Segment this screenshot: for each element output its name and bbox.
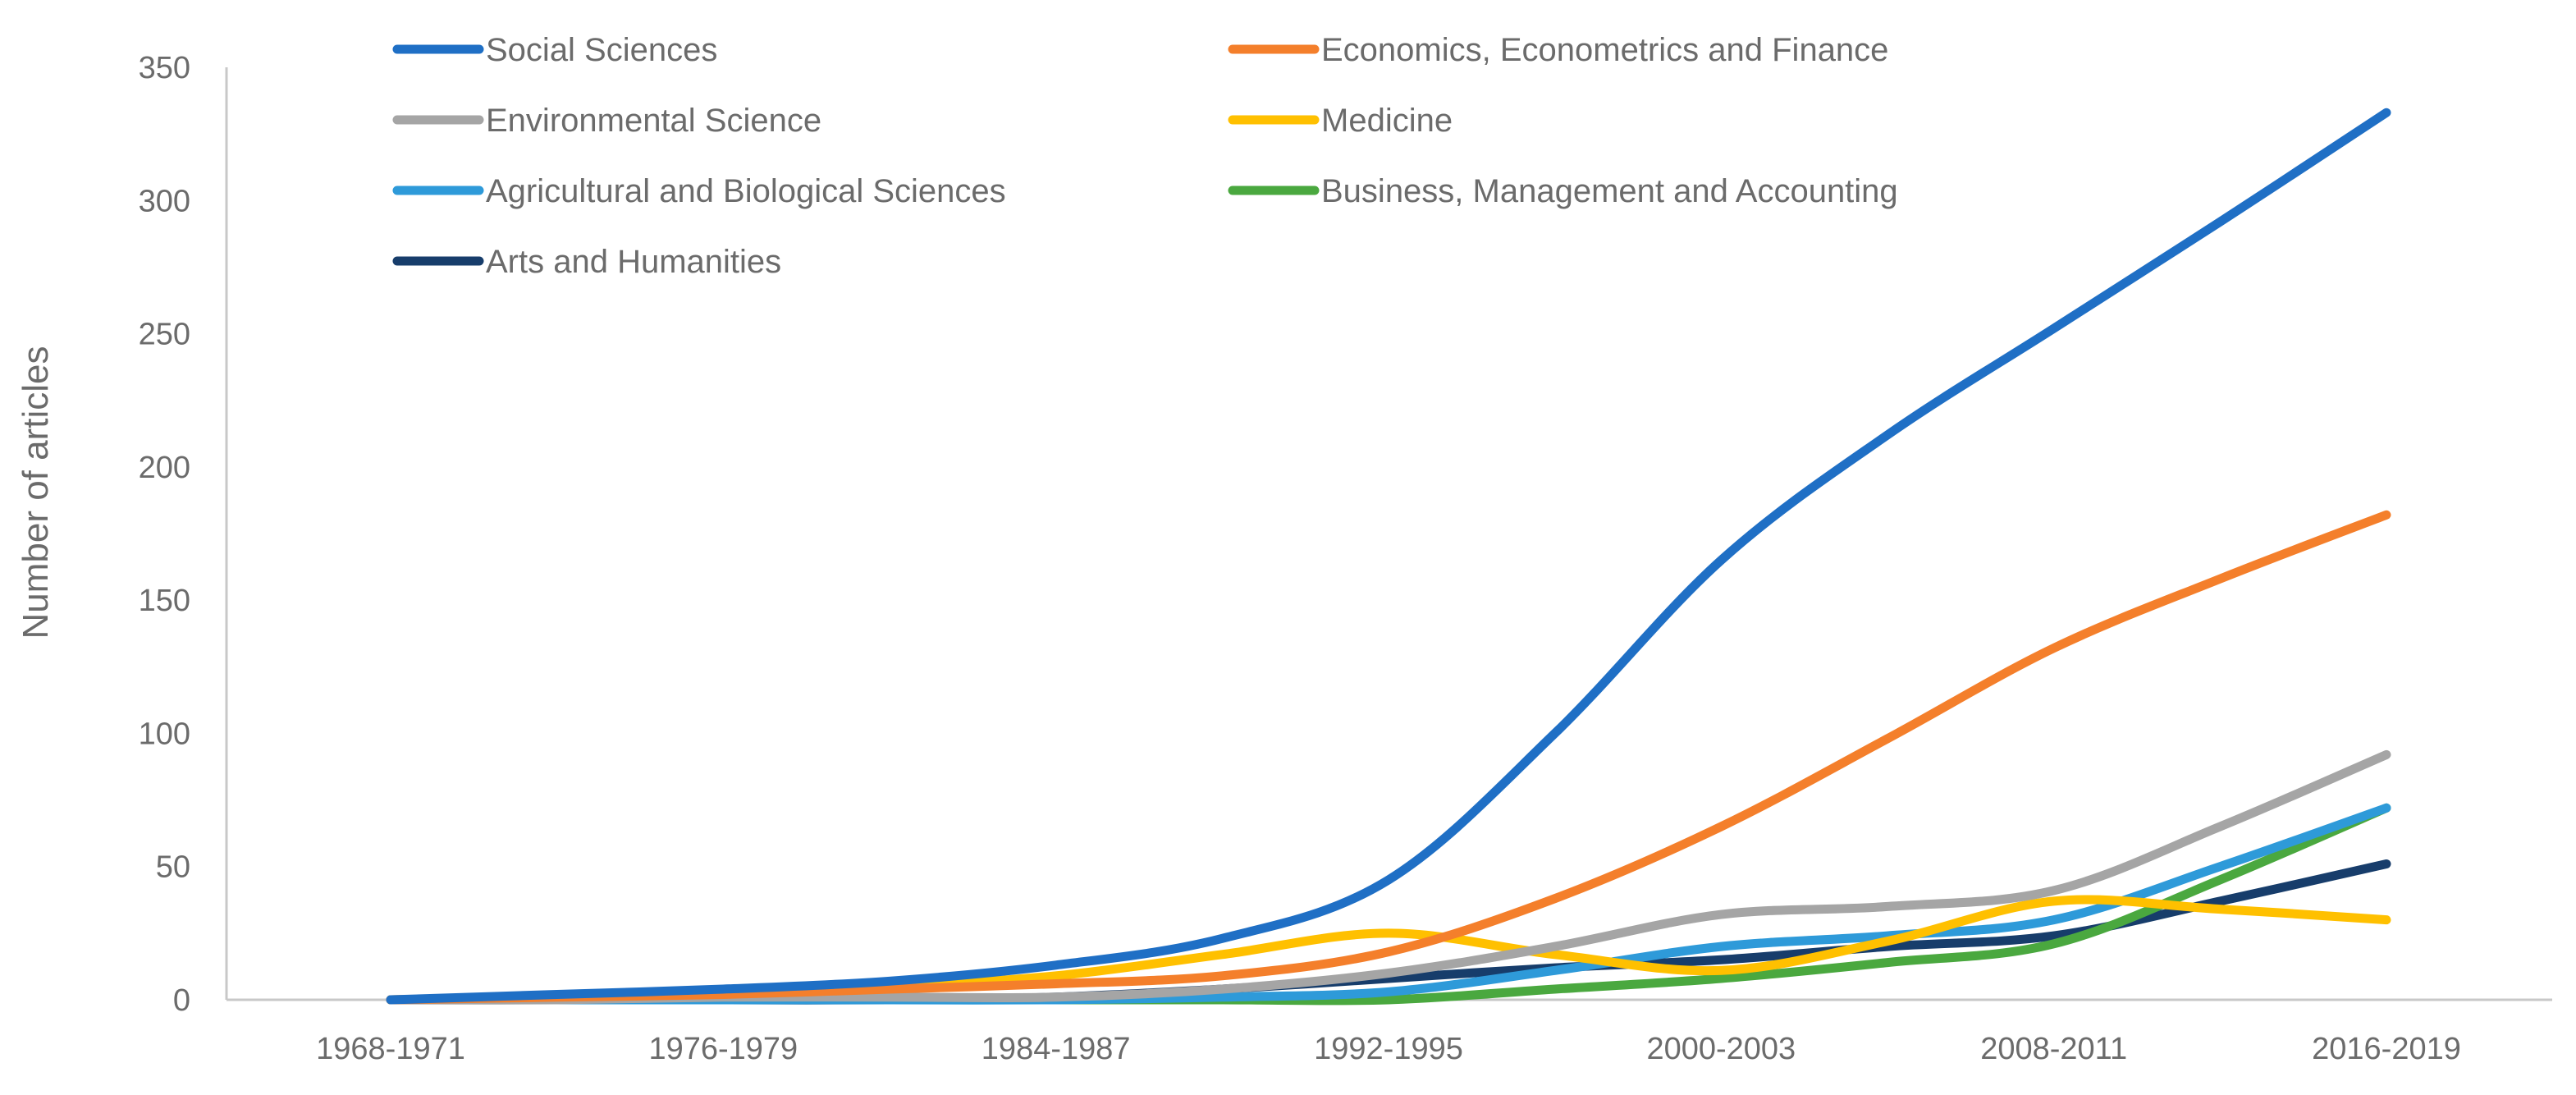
y-tick-label: 50 (156, 850, 190, 885)
y-tick-label: 150 (139, 584, 190, 618)
legend-label: Business, Management and Accounting (1321, 173, 1898, 209)
x-tick-label: 1976-1979 (648, 1032, 798, 1066)
y-axis-title: Number of articles (16, 346, 56, 639)
x-tick-label: 1984-1987 (981, 1032, 1131, 1066)
x-tick-label: 2016-2019 (2312, 1032, 2461, 1066)
legend-label: Environmental Science (486, 103, 821, 139)
legend: Social Sciences Economics, Econometrics a… (392, 32, 1898, 280)
x-tick-label: 1968-1971 (316, 1032, 465, 1066)
y-tick-label: 0 (173, 983, 190, 1018)
y-tick-label: 350 (139, 51, 190, 85)
x-tick-label: 2000-2003 (1646, 1032, 1796, 1066)
legend-item: Environmental Science (392, 103, 821, 139)
y-axis-ticks: 0 50 100 150 200 250 300 350 (139, 51, 190, 1018)
x-axis-ticks: 1968-1971 1976-1979 1984-1987 1992-1995 2000… (316, 1032, 2461, 1066)
y-tick-label: 200 (139, 451, 190, 485)
y-tick-label: 250 (139, 318, 190, 352)
legend-label: Arts and Humanities (486, 244, 781, 280)
y-tick-label: 300 (139, 184, 190, 218)
series-line-economics-econometrics-and-finance (386, 510, 2391, 1005)
legend-item: Economics, Econometrics and Finance (1228, 32, 1888, 68)
x-tick-label: 1992-1995 (1314, 1032, 1463, 1066)
legend-label: Medicine (1321, 103, 1453, 139)
y-tick-label: 100 (139, 717, 190, 751)
legend-label: Economics, Econometrics and Finance (1321, 32, 1888, 68)
legend-item: Arts and Humanities (392, 244, 781, 280)
legend-item: Social Sciences (392, 32, 717, 68)
x-tick-label: 2008-2011 (1980, 1032, 2127, 1066)
series-lines (386, 108, 2391, 1006)
legend-label: Social Sciences (486, 32, 717, 68)
series-line-social-sciences (386, 108, 2391, 1005)
legend-item: Business, Management and Accounting (1228, 173, 1898, 209)
legend-label: Agricultural and Biological Sciences (486, 173, 1006, 209)
legend-item: Agricultural and Biological Sciences (392, 173, 1006, 209)
legend-item: Medicine (1228, 103, 1453, 139)
